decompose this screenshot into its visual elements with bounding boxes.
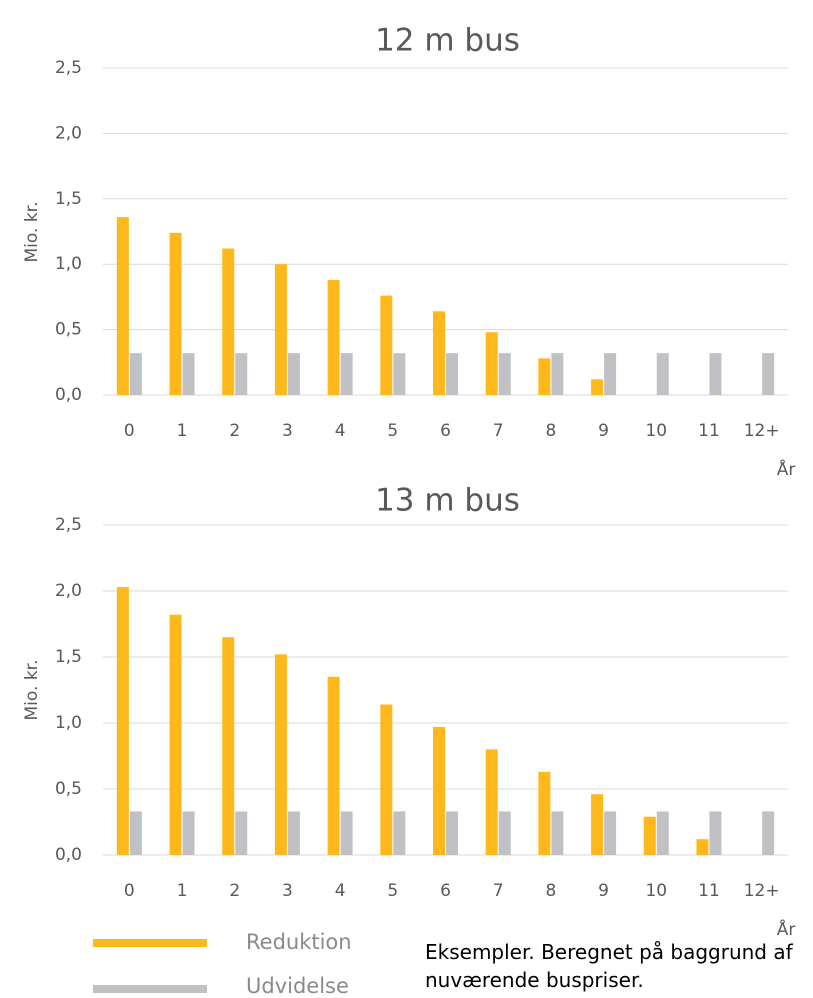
- chart1-x-tick-label: 11: [698, 421, 720, 441]
- chart2-bar-udvidelse: [551, 811, 564, 855]
- chart1-title: 12 m bus: [375, 23, 520, 59]
- chart2-bar-udvidelse: [235, 811, 248, 855]
- chart1-bar-reduktion: [274, 264, 287, 395]
- chart2-bar-udvidelse: [656, 811, 669, 855]
- chart2-bar-reduktion: [643, 816, 656, 855]
- chart2-x-tick-label: 5: [387, 881, 398, 901]
- chart1-y-tick-label: 2,5: [55, 58, 82, 78]
- chart2-x-tick-label: 12+: [744, 881, 780, 901]
- chart2-bar-udvidelse: [340, 811, 353, 855]
- chart1-bar-reduktion: [116, 217, 129, 395]
- chart2-bar-udvidelse: [182, 811, 195, 855]
- legend-swatch-reduktion: [93, 939, 207, 947]
- chart1-x-tick-label: 10: [645, 421, 667, 441]
- chart2-bar-udvidelse: [393, 811, 406, 855]
- chart2-y-axis-title: Mio. kr.: [22, 660, 42, 721]
- chart1-x-tick-label: 0: [124, 421, 135, 441]
- chart1-x-axis-title: År: [777, 458, 796, 480]
- chart2-y-tick-label: 2,5: [55, 515, 82, 535]
- chart1-y-tick-label: 1,5: [55, 189, 82, 209]
- chart2-bar-reduktion: [485, 749, 498, 855]
- chart1-bar-udvidelse: [182, 353, 195, 395]
- chart1-x-tick-label: 4: [335, 421, 346, 441]
- chart1-bar-udvidelse: [446, 353, 458, 395]
- chart2-x-tick-label: 4: [335, 881, 346, 901]
- chart2-bar-udvidelse: [498, 811, 511, 855]
- chart2-bar-udvidelse: [446, 811, 458, 855]
- chart1-bar-udvidelse: [287, 353, 300, 395]
- chart2-bar-reduktion: [591, 794, 604, 855]
- legend-label-udvidelse: Udvidelse: [246, 974, 349, 998]
- chart2-x-tick-label: 9: [598, 881, 609, 901]
- chart1-bar-reduktion: [222, 248, 235, 395]
- chart2-bar-udvidelse: [287, 811, 300, 855]
- chart1-x-tick-label: 6: [440, 421, 451, 441]
- chart1-bar-reduktion: [327, 279, 340, 395]
- chart2-x-tick-label: 11: [698, 881, 720, 901]
- chart2-bar-reduktion: [433, 726, 445, 855]
- chart1-x-tick-label: 12+: [744, 421, 780, 441]
- chart2-bar-reduktion: [274, 654, 287, 855]
- chart2-title: 13 m bus: [375, 483, 520, 519]
- chart1-x-tick-label: 8: [545, 421, 556, 441]
- chart1-bar-udvidelse: [393, 353, 406, 395]
- chart2-bar-reduktion: [116, 587, 129, 855]
- chart2-x-tick-label: 2: [229, 881, 240, 901]
- chart2-bar-reduktion: [169, 614, 182, 855]
- chart1-y-tick-label: 0,0: [55, 385, 82, 405]
- chart2-bar-reduktion: [538, 771, 551, 855]
- chart1-x-tick-label: 7: [493, 421, 504, 441]
- chart2-y-tick-label: 2,0: [55, 581, 82, 601]
- chart2-y-tick-label: 1,5: [55, 647, 82, 667]
- chart2-y-tick-label: 0,0: [55, 845, 82, 865]
- chart2-bar-udvidelse: [762, 811, 775, 855]
- chart2-x-tick-label: 7: [493, 881, 504, 901]
- chart1-bar-udvidelse: [235, 353, 248, 395]
- footnote: Eksempler. Beregnet på baggrund af nuvær…: [425, 940, 793, 992]
- chart1-bar-udvidelse: [498, 353, 511, 395]
- chart1-y-axis-title: Mio. kr.: [22, 202, 42, 263]
- chart2-x-axis-title: År: [777, 918, 796, 940]
- chart2-y-tick-label: 0,5: [55, 779, 82, 799]
- chart2-x-tick-label: 10: [645, 881, 667, 901]
- chart1-bar-udvidelse: [656, 353, 669, 395]
- chart2-bar-udvidelse: [129, 811, 142, 855]
- chart1-bar-udvidelse: [551, 353, 564, 395]
- chart2-x-tick-label: 0: [124, 881, 135, 901]
- chart2-bar-udvidelse: [604, 811, 617, 855]
- chart2-bar-reduktion: [327, 676, 340, 855]
- chart1-y-tick-label: 2,0: [55, 123, 82, 143]
- legend-swatch-udvidelse: [93, 985, 207, 993]
- chart1-bar-reduktion: [433, 311, 445, 395]
- chart1-y-tick-label: 0,5: [55, 320, 82, 340]
- chart2-bar-reduktion: [222, 637, 235, 855]
- chart2-x-tick-label: 3: [282, 881, 293, 901]
- chart2-bar-udvidelse: [709, 811, 722, 855]
- chart2-x-tick-label: 8: [545, 881, 556, 901]
- chart1-x-tick-label: 2: [229, 421, 240, 441]
- chart1-bar-udvidelse: [129, 353, 142, 395]
- chart1-bar-reduktion: [380, 295, 393, 395]
- chart1-y-tick-label: 1,0: [55, 254, 82, 274]
- chart1-x-tick-label: 9: [598, 421, 609, 441]
- chart2-x-tick-label: 6: [440, 881, 451, 901]
- chart1-bar-udvidelse: [709, 353, 722, 395]
- legend-label-reduktion: Reduktion: [246, 930, 352, 954]
- chart1-bar-udvidelse: [762, 353, 775, 395]
- chart2-bar-reduktion: [696, 839, 709, 855]
- chart1-x-tick-label: 5: [387, 421, 398, 441]
- chart2-y-tick-label: 1,0: [55, 713, 82, 733]
- chart1-x-tick-label: 3: [282, 421, 293, 441]
- chart2-x-tick-label: 1: [177, 881, 188, 901]
- chart1-bar-udvidelse: [604, 353, 617, 395]
- chart1-bar-reduktion: [485, 332, 498, 395]
- chart1-bar-reduktion: [169, 232, 182, 395]
- chart1-bar-reduktion: [538, 358, 551, 395]
- chart1-bar-reduktion: [591, 379, 604, 395]
- chart1-bar-udvidelse: [340, 353, 353, 395]
- chart2-bar-reduktion: [380, 704, 393, 855]
- chart1-x-tick-label: 1: [177, 421, 188, 441]
